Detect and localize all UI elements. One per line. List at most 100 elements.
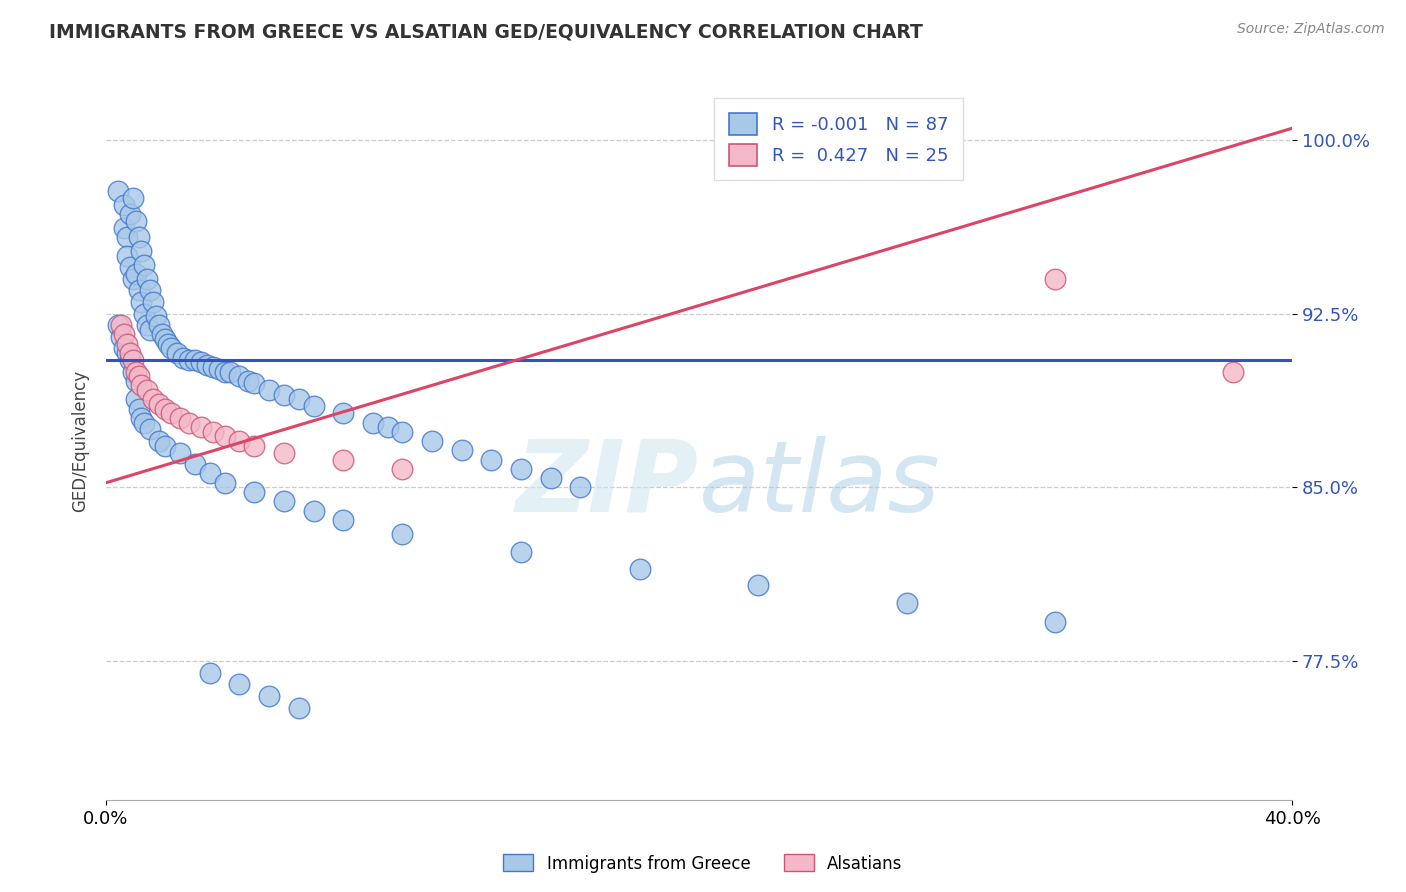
Text: ZIP: ZIP [516,435,699,533]
Point [1222,365,1244,379]
Point [201,359,224,374]
Point [118,207,141,221]
Point [214,475,236,490]
Point [118,260,141,275]
Point [166,346,188,360]
Point [110,330,132,344]
Point [148,318,170,333]
Point [1043,272,1066,286]
Point [121,353,143,368]
Point [134,258,156,272]
Point [131,244,153,258]
Point [481,452,503,467]
Point [155,401,177,416]
Point [195,358,218,372]
Point [896,596,918,610]
Point [115,249,138,263]
Point [118,346,141,360]
Legend: Immigrants from Greece, Alsatians: Immigrants from Greece, Alsatians [496,847,910,880]
Point [332,406,354,420]
Point [118,353,141,368]
Point [391,462,413,476]
Point [198,665,221,680]
Point [112,342,135,356]
Point [139,422,162,436]
Point [112,327,135,342]
Point [273,445,295,459]
Point [128,230,150,244]
Point [172,351,194,365]
Point [747,578,769,592]
Point [228,677,250,691]
Point [128,369,150,384]
Point [124,214,146,228]
Point [131,378,153,392]
Point [243,376,266,391]
Point [124,267,146,281]
Point [391,526,413,541]
Point [134,416,156,430]
Point [112,220,135,235]
Point [420,434,443,448]
Point [131,410,153,425]
Point [540,471,562,485]
Point [155,332,177,346]
Point [207,362,229,376]
Point [391,425,413,439]
Point [190,420,212,434]
Point [219,365,242,379]
Point [139,323,162,337]
Point [257,383,280,397]
Point [136,272,159,286]
Point [243,485,266,500]
Point [184,353,207,368]
Point [302,399,325,413]
Point [124,365,146,379]
Point [169,410,191,425]
Y-axis label: GED/Equivalency: GED/Equivalency [72,370,89,512]
Point [243,439,266,453]
Point [150,327,173,342]
Point [228,434,250,448]
Point [121,365,143,379]
Text: Source: ZipAtlas.com: Source: ZipAtlas.com [1237,22,1385,37]
Point [628,561,651,575]
Point [142,392,165,407]
Point [510,462,533,476]
Point [157,336,180,351]
Text: atlas: atlas [699,435,941,533]
Point [332,452,354,467]
Point [136,383,159,397]
Point [115,230,138,244]
Point [201,425,224,439]
Point [287,392,309,407]
Point [287,700,309,714]
Point [450,443,472,458]
Point [257,689,280,703]
Point [131,295,153,310]
Point [273,388,295,402]
Point [177,353,200,368]
Point [145,309,167,323]
Point [110,318,132,333]
Point [273,494,295,508]
Point [128,401,150,416]
Point [107,318,129,333]
Point [139,284,162,298]
Point [228,369,250,384]
Point [124,392,146,407]
Point [115,346,138,360]
Point [148,397,170,411]
Point [136,318,159,333]
Point [160,342,183,356]
Point [155,439,177,453]
Point [184,457,207,471]
Point [112,197,135,211]
Point [169,445,191,459]
Point [177,416,200,430]
Legend: R = -0.001   N = 87, R =  0.427   N = 25: R = -0.001 N = 87, R = 0.427 N = 25 [714,98,963,180]
Point [214,429,236,443]
Point [115,336,138,351]
Text: IMMIGRANTS FROM GREECE VS ALSATIAN GED/EQUIVALENCY CORRELATION CHART: IMMIGRANTS FROM GREECE VS ALSATIAN GED/E… [49,22,924,41]
Point [214,365,236,379]
